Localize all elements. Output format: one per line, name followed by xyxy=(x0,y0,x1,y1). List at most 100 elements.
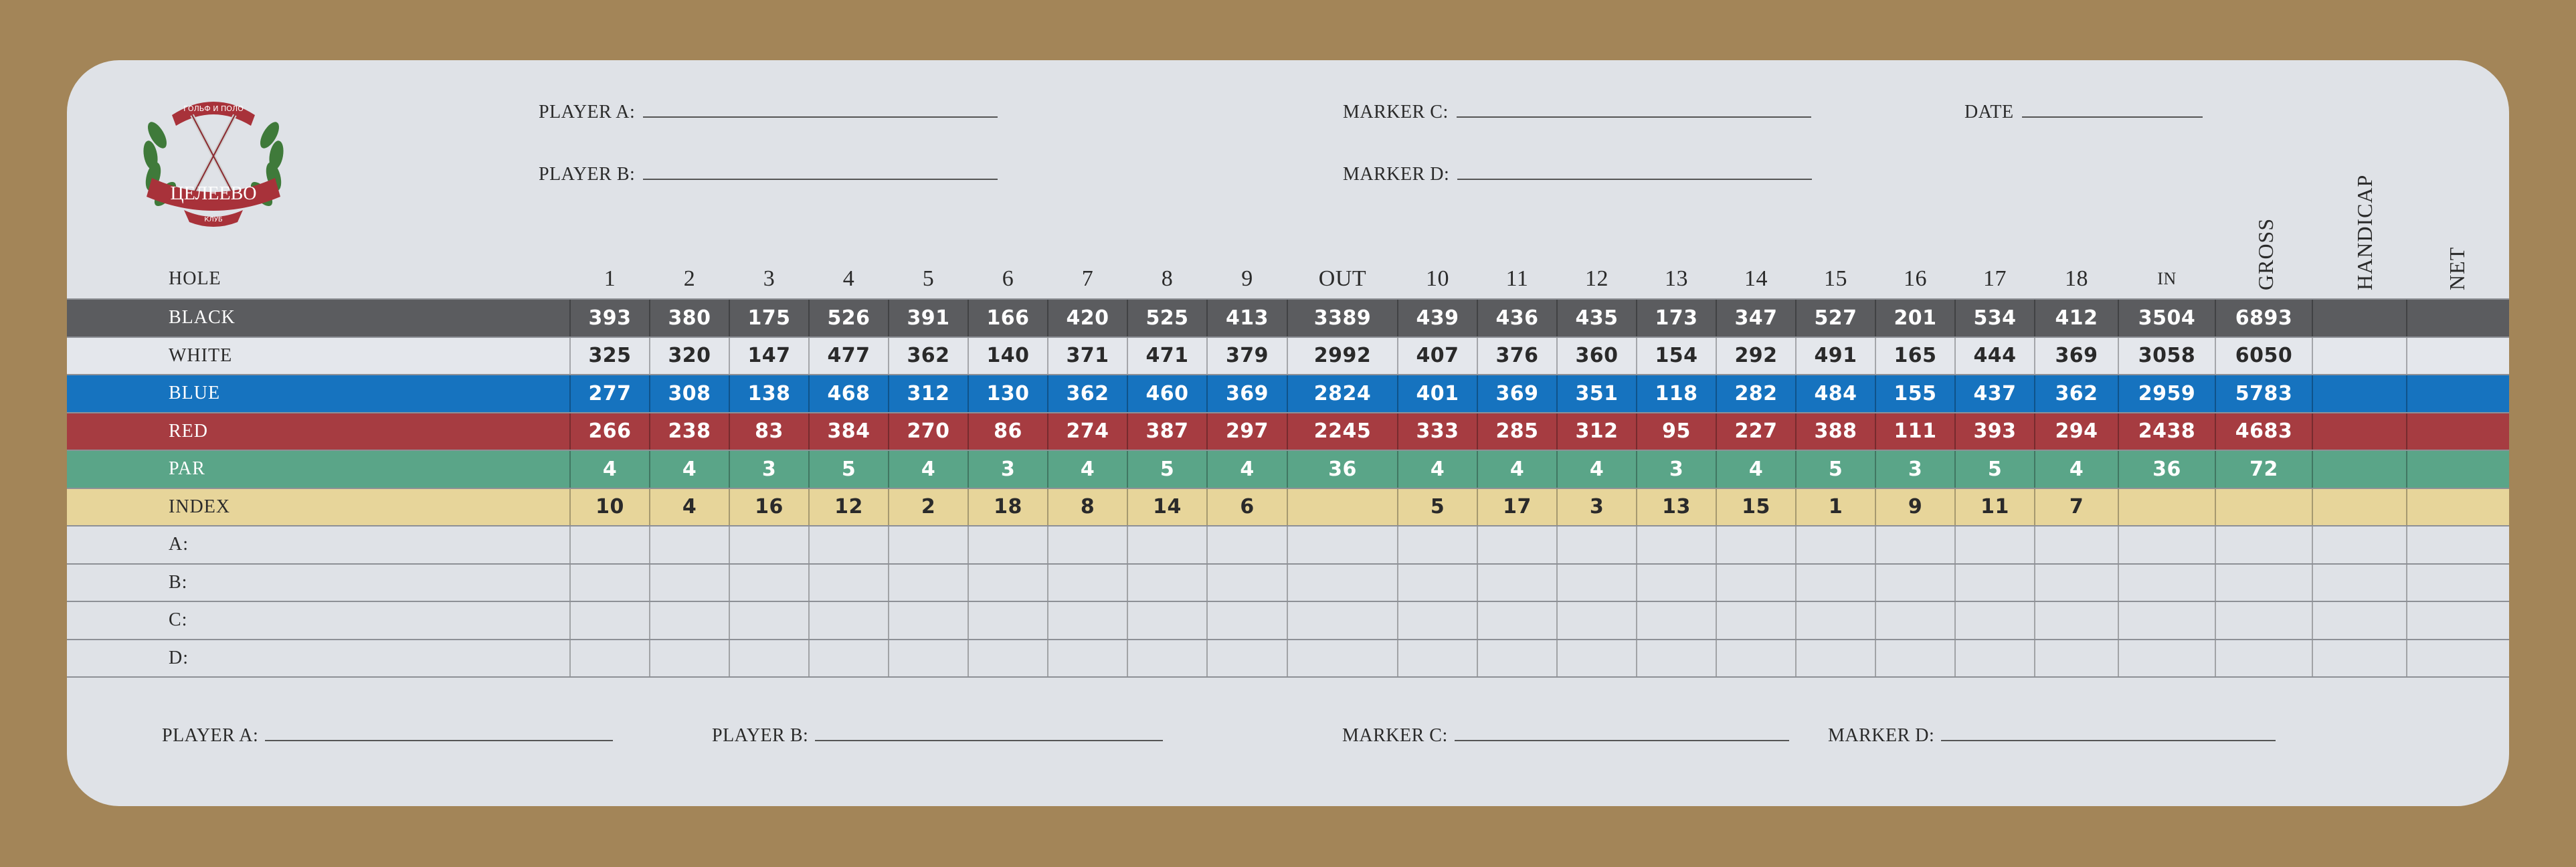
score-cell[interactable] xyxy=(2407,640,2509,678)
date-line[interactable] xyxy=(2021,102,2203,118)
score-cell[interactable] xyxy=(1716,564,1796,602)
score-cell[interactable] xyxy=(2118,601,2215,640)
score-cell[interactable] xyxy=(1398,564,1477,602)
score-cell[interactable] xyxy=(1716,601,1796,640)
score-cell[interactable] xyxy=(2118,564,2215,602)
score-cell[interactable] xyxy=(2312,375,2407,413)
score-cell[interactable] xyxy=(1796,640,1875,678)
score-cell[interactable] xyxy=(2312,488,2407,526)
score-cell[interactable] xyxy=(2118,640,2215,678)
footer-player-a-line[interactable] xyxy=(265,725,614,741)
score-cell[interactable] xyxy=(1955,564,2035,602)
score-cell[interactable] xyxy=(1637,640,1716,678)
row-a[interactable]: A: xyxy=(67,526,2509,564)
score-cell[interactable] xyxy=(1557,640,1637,678)
score-cell[interactable] xyxy=(968,601,1048,640)
score-cell[interactable] xyxy=(1875,601,1955,640)
marker-d-field[interactable]: MARKER D: xyxy=(1343,164,1813,185)
score-cell[interactable] xyxy=(889,526,968,564)
score-cell[interactable] xyxy=(1716,640,1796,678)
score-cell[interactable] xyxy=(1287,640,1398,678)
score-cell[interactable] xyxy=(2312,640,2407,678)
score-cell[interactable] xyxy=(2312,601,2407,640)
score-cell[interactable] xyxy=(1716,526,1796,564)
score-cell[interactable] xyxy=(2312,299,2407,337)
score-cell[interactable] xyxy=(729,526,809,564)
score-cell[interactable] xyxy=(1637,601,1716,640)
score-cell[interactable] xyxy=(1398,601,1477,640)
score-cell[interactable] xyxy=(2407,413,2509,451)
marker-c-field[interactable]: MARKER C: xyxy=(1343,102,1811,123)
score-cell[interactable] xyxy=(1796,601,1875,640)
score-cell[interactable] xyxy=(2312,526,2407,564)
score-cell[interactable] xyxy=(2312,413,2407,451)
score-cell[interactable] xyxy=(650,526,729,564)
score-cell[interactable] xyxy=(1287,564,1398,602)
score-cell[interactable] xyxy=(2407,526,2509,564)
score-cell[interactable] xyxy=(2407,375,2509,413)
score-cell[interactable] xyxy=(1796,564,1875,602)
score-cell[interactable] xyxy=(1048,640,1127,678)
score-cell[interactable] xyxy=(729,564,809,602)
score-cell[interactable] xyxy=(570,640,650,678)
score-cell[interactable] xyxy=(1557,564,1637,602)
score-cell[interactable] xyxy=(1637,526,1716,564)
score-cell[interactable] xyxy=(1875,526,1955,564)
score-cell[interactable] xyxy=(2407,488,2509,526)
row-d[interactable]: D: xyxy=(67,639,2509,678)
score-cell[interactable] xyxy=(1875,564,1955,602)
score-cell[interactable] xyxy=(650,601,729,640)
score-cell[interactable] xyxy=(1955,526,2035,564)
score-cell[interactable] xyxy=(1287,601,1398,640)
score-cell[interactable] xyxy=(1287,526,1398,564)
score-cell[interactable] xyxy=(2215,601,2312,640)
score-cell[interactable] xyxy=(968,564,1048,602)
score-cell[interactable] xyxy=(1127,640,1207,678)
score-cell[interactable] xyxy=(650,564,729,602)
score-cell[interactable] xyxy=(570,601,650,640)
score-cell[interactable] xyxy=(809,601,889,640)
score-cell[interactable] xyxy=(1048,601,1127,640)
score-cell[interactable] xyxy=(889,564,968,602)
score-cell[interactable] xyxy=(1398,526,1477,564)
score-cell[interactable] xyxy=(1955,640,2035,678)
footer-marker-c-field[interactable]: MARKER C: xyxy=(1342,725,1789,747)
score-cell[interactable] xyxy=(1796,526,1875,564)
score-cell[interactable] xyxy=(889,601,968,640)
score-cell[interactable] xyxy=(809,526,889,564)
score-cell[interactable] xyxy=(2407,564,2509,602)
score-cell[interactable] xyxy=(2035,640,2118,678)
footer-player-b-line[interactable] xyxy=(815,725,1164,741)
score-cell[interactable] xyxy=(1477,526,1557,564)
score-cell[interactable] xyxy=(2215,640,2312,678)
score-cell[interactable] xyxy=(1127,526,1207,564)
score-cell[interactable] xyxy=(1637,564,1716,602)
score-cell[interactable] xyxy=(2312,564,2407,602)
score-cell[interactable] xyxy=(1398,640,1477,678)
row-b[interactable]: B: xyxy=(67,563,2509,602)
score-cell[interactable] xyxy=(1875,640,1955,678)
score-cell[interactable] xyxy=(1127,601,1207,640)
score-cell[interactable] xyxy=(2215,564,2312,602)
footer-marker-c-line[interactable] xyxy=(1454,725,1789,741)
score-cell[interactable] xyxy=(1207,526,1287,564)
marker-c-line[interactable] xyxy=(1456,102,1811,118)
score-cell[interactable] xyxy=(968,640,1048,678)
row-c[interactable]: C: xyxy=(67,601,2509,640)
player-b-field[interactable]: PLAYER B: xyxy=(539,164,998,185)
score-cell[interactable] xyxy=(1127,564,1207,602)
score-cell[interactable] xyxy=(2407,601,2509,640)
score-cell[interactable] xyxy=(809,640,889,678)
score-cell[interactable] xyxy=(2312,337,2407,375)
score-cell[interactable] xyxy=(1557,526,1637,564)
score-cell[interactable] xyxy=(729,640,809,678)
score-cell[interactable] xyxy=(1048,564,1127,602)
footer-marker-d-line[interactable] xyxy=(1941,725,2276,741)
player-a-field[interactable]: PLAYER A: xyxy=(539,102,998,123)
score-cell[interactable] xyxy=(570,526,650,564)
footer-player-b-field[interactable]: PLAYER B: xyxy=(712,725,1164,747)
score-cell[interactable] xyxy=(729,601,809,640)
score-cell[interactable] xyxy=(1477,640,1557,678)
score-cell[interactable] xyxy=(1557,601,1637,640)
score-cell[interactable] xyxy=(1477,564,1557,602)
